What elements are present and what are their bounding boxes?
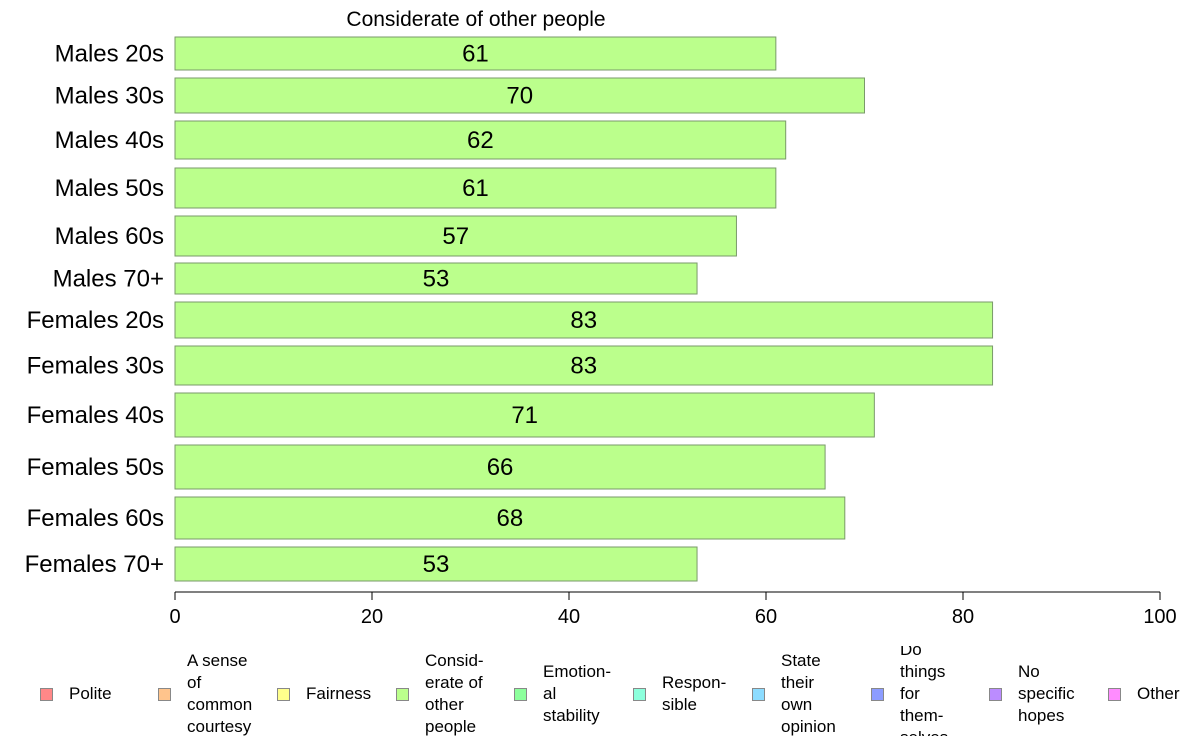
legend-item: No specific hopes <box>989 646 1075 736</box>
legend-label: State their own opinion <box>781 651 836 736</box>
legend-swatch <box>989 687 1002 701</box>
legend-item: Other <box>1108 646 1180 736</box>
legend-item: State their own opinion <box>752 646 836 736</box>
legend-label: No specific hopes <box>1018 662 1075 725</box>
bar <box>174 215 737 257</box>
x-tick-label: 0 <box>169 606 180 628</box>
legend-label: A sense of common courtesy <box>187 651 253 736</box>
bar-value-label: 61 <box>462 175 489 202</box>
legend-item: Fairness <box>277 646 371 736</box>
bar-value-label: 62 <box>467 127 494 154</box>
bar-value-label: 70 <box>506 83 533 110</box>
legend-label: Do things for them- selves <box>900 646 948 736</box>
legend-swatch <box>871 687 884 701</box>
legend-item: Emotion- al stability <box>514 646 611 736</box>
bar <box>174 546 698 582</box>
x-tick-label: 60 <box>755 606 777 628</box>
legend-swatch <box>277 687 290 701</box>
x-tick-label: 100 <box>1143 606 1176 628</box>
legend-item: Consid- erate of other people <box>396 646 484 736</box>
bar-chart: Considerate of other people Males 20s 61 M… <box>25 8 1177 628</box>
bar <box>174 77 865 114</box>
legend-label: Consid- erate of other people <box>425 651 484 736</box>
category-label: Males 40s <box>55 127 164 154</box>
legend-swatch <box>158 687 171 701</box>
x-tick-label: 40 <box>558 606 580 628</box>
legend-swatch <box>752 687 765 701</box>
legend-label: Respon- sible <box>662 673 727 714</box>
bar <box>174 301 994 339</box>
legend-item: A sense of common courtesy <box>158 646 252 736</box>
category-label: Females 20s <box>27 307 164 334</box>
category-label: Males 60s <box>55 223 164 250</box>
bar-value-label: 66 <box>487 454 514 481</box>
legend-swatch <box>514 687 527 701</box>
legend-item: Respon- sible <box>633 646 726 736</box>
category-label: Males 50s <box>55 175 164 202</box>
bar <box>174 262 698 295</box>
bar <box>174 345 994 386</box>
category-label: Males 30s <box>55 83 164 110</box>
bar <box>174 392 875 438</box>
x-tick-label: 80 <box>952 606 974 628</box>
x-tick-label: 20 <box>361 606 383 628</box>
bar-value-label: 57 <box>442 223 469 250</box>
legend-swatch <box>396 687 409 701</box>
legend: Polite A sense of common courtesy Fairness… <box>0 646 1188 736</box>
category-label: Females 60s <box>27 505 164 532</box>
bar <box>174 496 846 540</box>
category-label: Females 50s <box>27 454 164 481</box>
bar-value-label: 53 <box>423 266 450 293</box>
legend-item: Do things for them- selves <box>871 646 948 736</box>
legend-label: Polite <box>69 684 112 703</box>
category-label: Females 40s <box>27 402 164 429</box>
category-label: Females 70+ <box>25 551 164 578</box>
legend-label: Emotion- al stability <box>543 662 612 725</box>
legend-swatch <box>40 687 53 701</box>
category-label: Males 70+ <box>53 266 164 293</box>
legend-swatch <box>1108 687 1121 701</box>
bar-value-label: 83 <box>570 307 597 334</box>
bar-value-label: 53 <box>423 551 450 578</box>
category-label: Males 20s <box>55 41 164 68</box>
bar-value-label: 83 <box>570 353 597 380</box>
bar <box>174 444 826 490</box>
bar <box>174 36 777 71</box>
bar-value-label: 71 <box>511 402 538 429</box>
bar <box>174 120 787 160</box>
legend-label: Fairness <box>306 684 372 703</box>
legend-item: Polite <box>40 646 112 736</box>
bar <box>174 167 777 209</box>
legend-label: Other <box>1137 684 1180 703</box>
legend-swatch <box>633 687 646 701</box>
chart-title: Considerate of other people <box>346 8 605 31</box>
category-label: Females 30s <box>27 353 164 380</box>
bar-value-label: 68 <box>497 505 524 532</box>
bar-value-label: 61 <box>462 41 489 68</box>
